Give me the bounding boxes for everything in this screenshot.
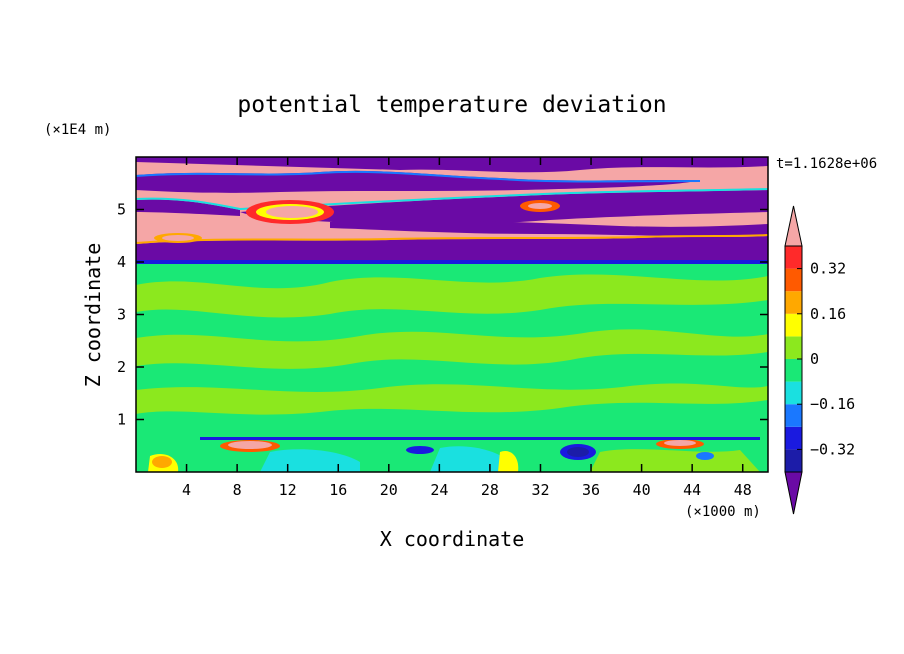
field-purple-band bbox=[136, 236, 768, 252]
y-axis-label: Z coordinate bbox=[81, 243, 105, 388]
colorbar-segment bbox=[785, 268, 802, 292]
colorbar-segment bbox=[785, 449, 802, 472]
colorbar-segment bbox=[785, 313, 802, 337]
colorbar-extend-high bbox=[784, 205, 803, 247]
x-tick-label: 28 bbox=[481, 481, 499, 499]
field-blue-spot bbox=[567, 447, 589, 457]
chart-title: potential temperature deviation bbox=[237, 92, 666, 118]
x-tick-label: 36 bbox=[582, 481, 600, 499]
colorbar-segment bbox=[785, 426, 802, 450]
field-purple-band bbox=[136, 170, 700, 193]
field-warm-blob bbox=[162, 235, 194, 241]
x-axis: 4 8 12 16 20 24 28 32 36 40 44 48 bbox=[182, 157, 752, 499]
x-tick-label: 16 bbox=[329, 481, 347, 499]
field-orange-cell bbox=[152, 456, 172, 468]
y-tick-label: 5 bbox=[117, 201, 126, 219]
field-blue-line bbox=[200, 437, 760, 440]
x-tick-label: 32 bbox=[531, 481, 549, 499]
field-light-green-band bbox=[136, 274, 768, 318]
y-tick-label: 2 bbox=[117, 358, 126, 376]
colorbar-segment bbox=[785, 336, 802, 359]
x-tick-label: 44 bbox=[683, 481, 701, 499]
field-yellow-cell bbox=[498, 450, 519, 472]
field-purple-band bbox=[136, 199, 240, 216]
field-cyan-cell bbox=[260, 449, 360, 472]
x-tick-label: 24 bbox=[430, 481, 448, 499]
y-tick-label: 3 bbox=[117, 306, 126, 324]
field-light-green-band bbox=[136, 383, 768, 415]
colorbar-segment bbox=[785, 291, 802, 314]
field-warm-blob bbox=[266, 206, 318, 218]
field-band-rim bbox=[136, 170, 701, 183]
field-band-rim bbox=[136, 234, 768, 244]
x-axis-unit: (×1000 m) bbox=[685, 504, 761, 520]
colorbar-tick-label: 0.32 bbox=[810, 260, 846, 278]
field-light-green-band bbox=[136, 329, 768, 369]
field-purple-band bbox=[136, 157, 768, 173]
y-axis-unit: (×1E4 m) bbox=[44, 122, 111, 138]
field-purple-band bbox=[240, 190, 768, 226]
colorbar-segment bbox=[785, 359, 802, 382]
field-light-green-cell bbox=[590, 449, 760, 472]
colorbar-segment bbox=[785, 381, 802, 405]
colorbar-segment bbox=[785, 404, 802, 427]
field-band-rim bbox=[136, 188, 768, 211]
x-tick-label: 8 bbox=[233, 481, 242, 499]
colorbar: −0.32 −0.16 0 0.16 0.32 bbox=[784, 205, 855, 515]
field-purple-band bbox=[136, 252, 768, 260]
colorbar-tick-label: 0 bbox=[810, 350, 819, 368]
x-tick-label: 12 bbox=[279, 481, 297, 499]
x-axis-label: X coordinate bbox=[380, 527, 525, 551]
field-blue-spot bbox=[406, 446, 434, 454]
contour-field bbox=[136, 157, 768, 472]
colorbar-segment bbox=[785, 246, 802, 269]
x-tick-label: 4 bbox=[182, 481, 191, 499]
x-tick-label: 20 bbox=[380, 481, 398, 499]
colorbar-tick-label: −0.16 bbox=[810, 395, 855, 413]
colorbar-extend-low bbox=[784, 471, 803, 515]
time-label: t=1.1628e+06 bbox=[776, 156, 877, 172]
field-pink-spot bbox=[228, 441, 272, 449]
y-tick-label: 4 bbox=[117, 253, 126, 271]
y-tick-label: 1 bbox=[117, 411, 126, 429]
x-tick-label: 40 bbox=[633, 481, 651, 499]
field-blue-spot bbox=[696, 452, 714, 460]
x-tick-label: 48 bbox=[734, 481, 752, 499]
colorbar-tick-label: −0.32 bbox=[810, 440, 855, 458]
y-axis: 1 2 3 4 5 bbox=[117, 201, 768, 429]
field-purple-band bbox=[330, 220, 768, 237]
field-pink-spot bbox=[664, 440, 696, 446]
field-warm-blob bbox=[528, 203, 552, 209]
colorbar-tick-label: 0.16 bbox=[810, 305, 846, 323]
